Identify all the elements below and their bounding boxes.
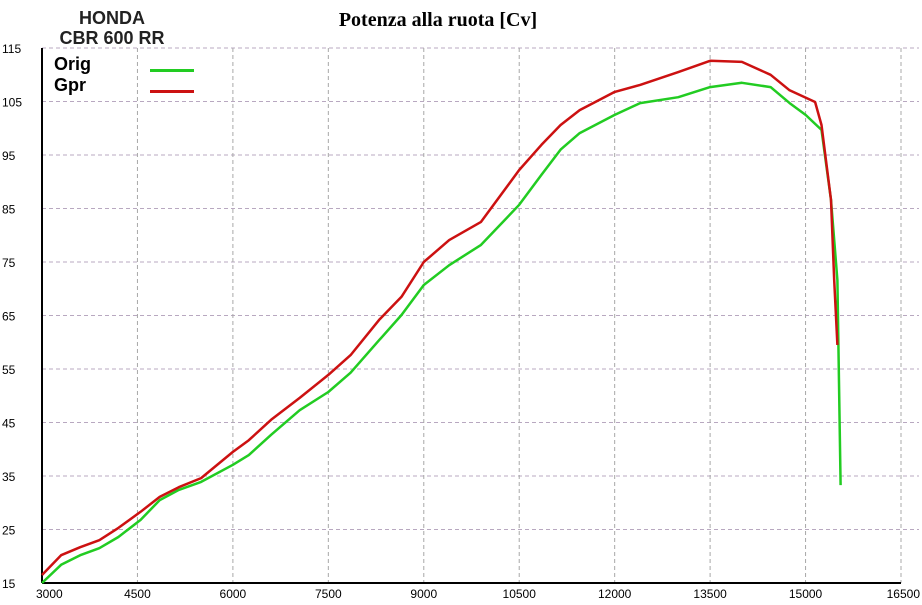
y-tick-label: 35 — [2, 470, 16, 484]
model-label: CBR 600 RR — [59, 28, 164, 48]
x-tick-label: 15000 — [789, 587, 823, 601]
y-tick-label: 115 — [2, 42, 21, 56]
y-tick-label: 55 — [2, 363, 16, 377]
x-tick-label: 4500 — [124, 587, 151, 601]
y-tick-label: 105 — [2, 96, 22, 110]
tick-labels: 15 25 35 45 55 65 75 85 95 105 115 3000 4500 6000 7500… — [2, 42, 920, 601]
y-tick-label: 75 — [2, 256, 16, 270]
y-tick-label: 65 — [2, 310, 16, 324]
y-tick-label: 15 — [2, 577, 16, 591]
series-lines — [41, 59, 842, 584]
x-tick-label: 10500 — [503, 587, 537, 601]
legend-swatch-gpr — [150, 90, 194, 93]
y-tick-label: 85 — [2, 203, 16, 217]
y-tick-label: 95 — [2, 149, 16, 163]
grid — [42, 47, 919, 583]
series-line-gpr — [41, 59, 839, 576]
brand-label: HONDA — [79, 8, 145, 28]
y-tick-label: 25 — [2, 524, 16, 538]
x-tick-label: 6000 — [220, 587, 247, 601]
x-tick-label: 7500 — [315, 587, 342, 601]
x-tick-label: 3000 — [36, 587, 63, 601]
legend: Orig Gpr — [54, 54, 194, 95]
legend-swatch-orig — [150, 69, 194, 72]
x-tick-label: 16500 — [887, 587, 921, 601]
x-tick-label: 13500 — [693, 587, 727, 601]
x-tick-label: 12000 — [598, 587, 632, 601]
axes — [41, 48, 901, 584]
legend-label-gpr: Gpr — [54, 75, 86, 95]
x-tick-label: 9000 — [410, 587, 437, 601]
legend-label-orig: Orig — [54, 54, 91, 74]
chart-title: Potenza alla ruota [Cv] — [339, 9, 537, 31]
series-line-orig — [41, 81, 842, 584]
y-tick-label: 45 — [2, 417, 16, 431]
